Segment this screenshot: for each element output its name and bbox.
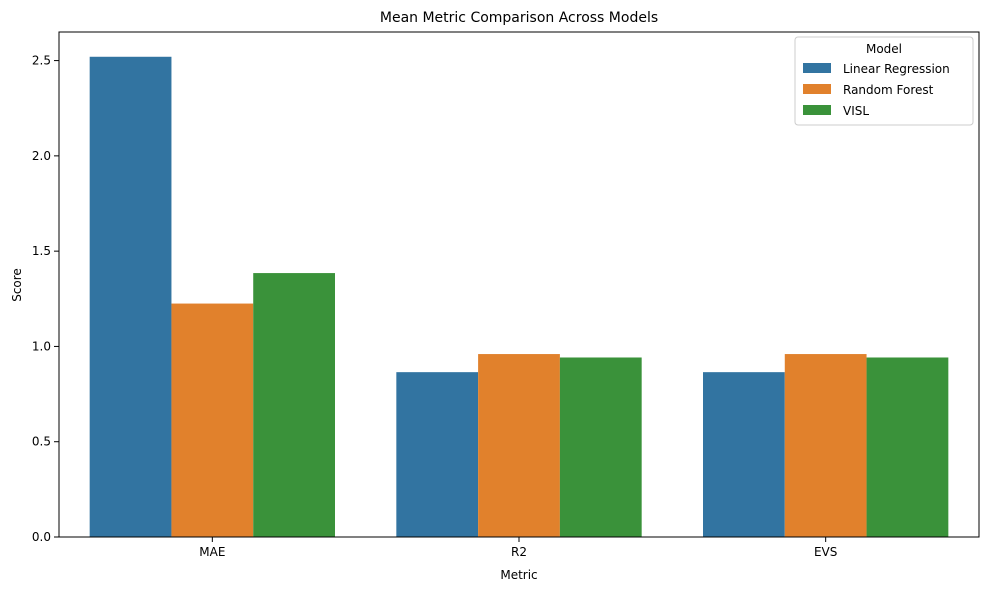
- bar-r2-linear-regression: [396, 372, 479, 537]
- y-tick-label: 2.0: [32, 149, 51, 163]
- legend-items: Linear Regression Random Forest VISL: [803, 62, 950, 118]
- bar-evs-random-forest: [784, 354, 867, 537]
- legend-label: Linear Regression: [843, 62, 950, 76]
- bar-evs-linear-regression: [703, 372, 785, 537]
- y-tick-label: 1.5: [32, 244, 51, 258]
- bar-mae-linear-regression: [89, 56, 172, 538]
- legend-label: Random Forest: [843, 83, 934, 97]
- legend-box: [794, 36, 974, 126]
- legend-label: VISL: [843, 104, 869, 118]
- legend-swatch-visl: [803, 105, 831, 115]
- bar-mae-random-forest: [171, 303, 254, 537]
- x-axis-label: Metric: [500, 568, 537, 582]
- bar-evs-visl: [866, 357, 949, 537]
- bars-layer: [89, 56, 949, 538]
- y-axis-label: Score: [10, 268, 24, 302]
- legend-swatch-random-forest: [803, 84, 831, 94]
- y-tick-label: 1.0: [32, 339, 51, 353]
- legend-title: Model: [866, 42, 902, 56]
- legend-swatch-linear-regression: [803, 63, 831, 73]
- x-axis: MAE R2 EVS: [199, 537, 837, 559]
- y-tick-label: 2.5: [32, 54, 51, 68]
- x-tick-label: R2: [511, 545, 527, 559]
- y-tick-label: 0.0: [32, 530, 51, 544]
- bar-r2-visl: [559, 357, 642, 537]
- legend: Model Linear Regression Random Forest VISL: [794, 36, 974, 126]
- chart-title: Mean Metric Comparison Across Models: [380, 10, 658, 26]
- y-axis: 0.0 0.5 1.0 1.5 2.0 2.5: [32, 54, 59, 544]
- bar-mae-visl: [253, 273, 335, 537]
- x-tick-label: EVS: [814, 545, 837, 559]
- plot-frame: [58, 31, 980, 538]
- y-tick-label: 0.5: [32, 435, 51, 449]
- bar-r2-random-forest: [478, 354, 560, 537]
- x-tick-label: MAE: [199, 545, 225, 559]
